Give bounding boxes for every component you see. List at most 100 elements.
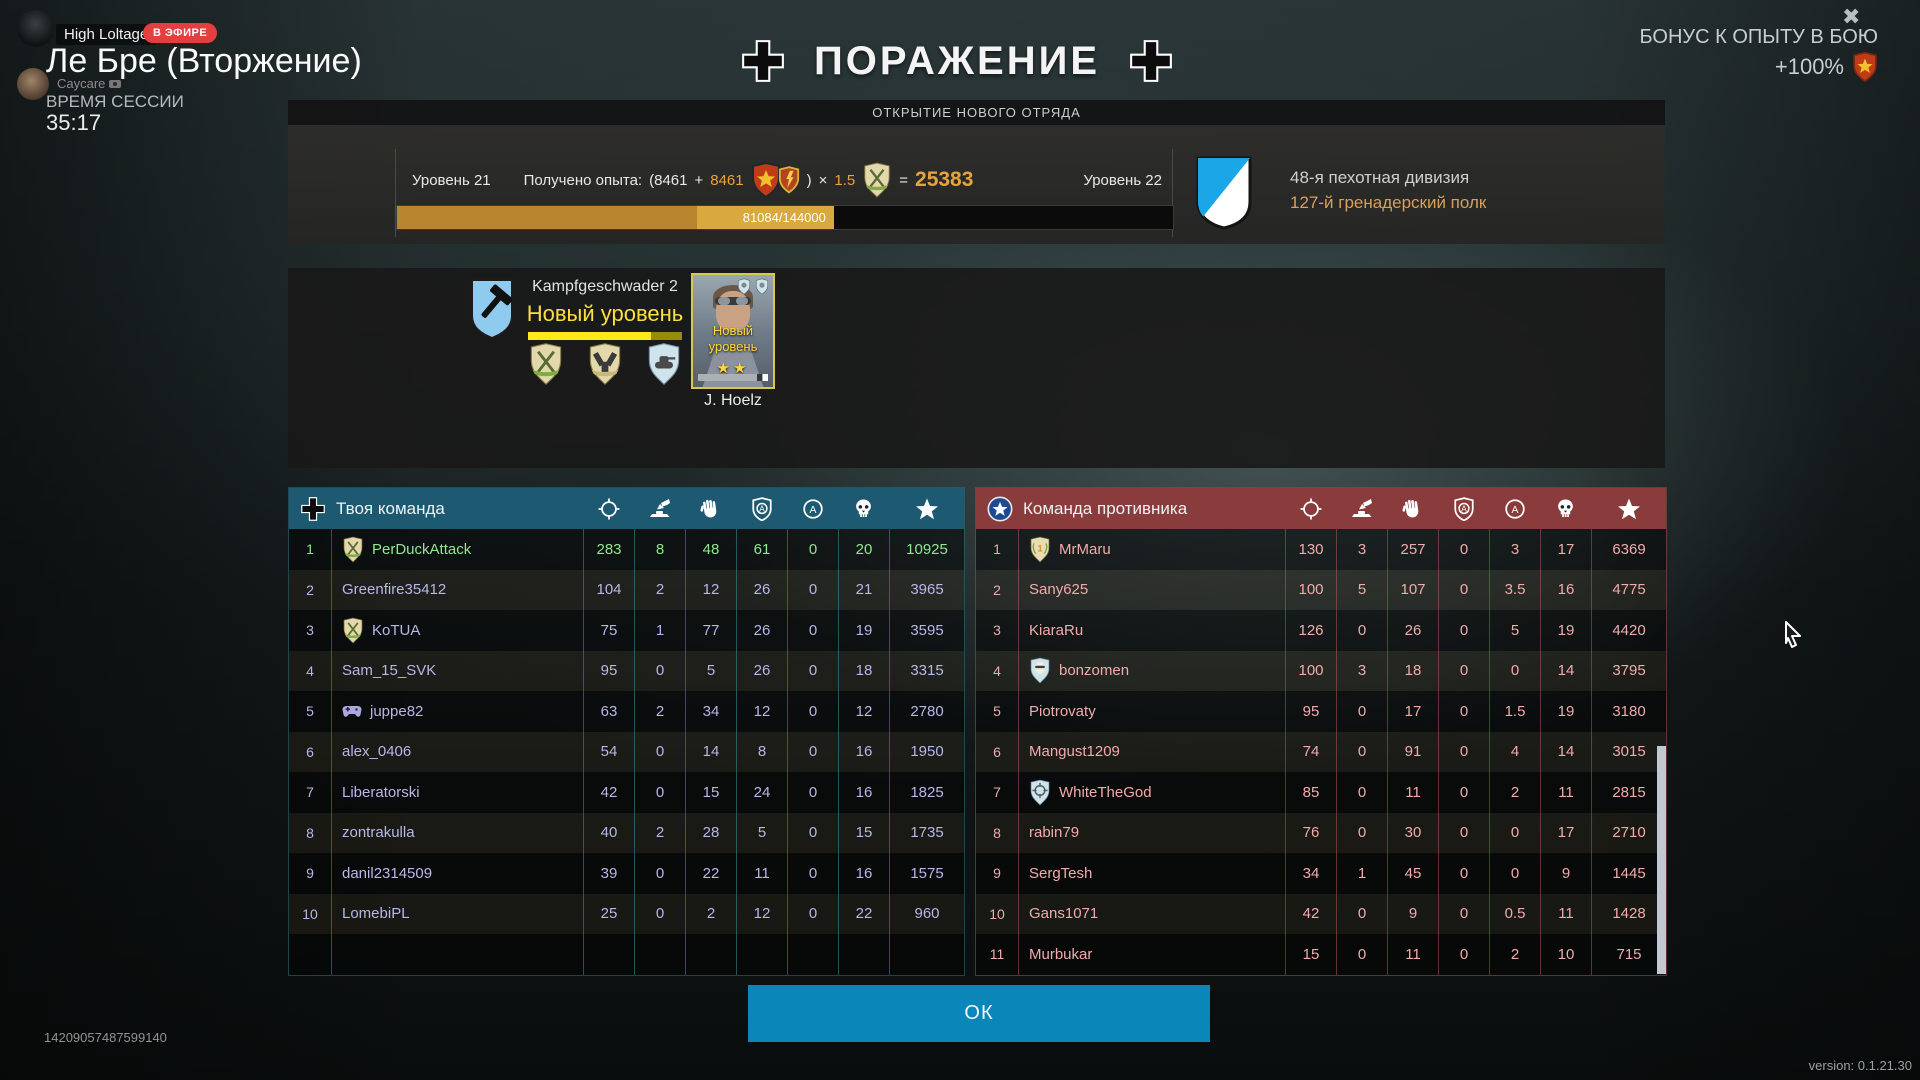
player-name-cell[interactable]	[331, 934, 583, 975]
player-name-cell[interactable]: Liberatorski	[331, 772, 583, 813]
table-row[interactable]: 1 1 MrMaru 130 3 257 0 3 17 6369	[976, 529, 1666, 570]
stat-value: 0	[787, 650, 838, 691]
player-name-cell[interactable]: 1 MrMaru	[1018, 529, 1285, 570]
stat-value: 0	[634, 650, 685, 691]
stat-value: 15	[685, 772, 736, 813]
player-name-cell[interactable]: WhiteTheGod	[1018, 772, 1285, 813]
table-row[interactable]: 5 Piotrovaty 95 0 17 0 1.5 19 3180	[976, 691, 1666, 732]
stat-value: 0	[1438, 569, 1489, 610]
stat-value	[787, 934, 838, 975]
player-name-cell[interactable]: Murbukar	[1018, 934, 1285, 975]
player-name: MrMaru	[1059, 540, 1111, 558]
table-row[interactable]: 3 KoTUA 75 1 77 26 0 19 3595	[289, 610, 964, 651]
svg-text:A: A	[1511, 504, 1518, 515]
table-row[interactable]: 11 Murbukar 15 0 11 0 2 10 715	[976, 934, 1666, 975]
table-row[interactable]: 7 WhiteTheGod 85 0 11 0 2 11 2815	[976, 772, 1666, 813]
level-after: Уровень 22	[1083, 171, 1162, 189]
player-name: bonzomen	[1059, 662, 1130, 680]
table-row[interactable]: 4 Sam_15_SVK 95 0 5 26 0 18 3315	[289, 650, 964, 691]
ok-button[interactable]: ОК	[748, 985, 1210, 1042]
table-row[interactable]: 7 Liberatorski 42 0 15 24 0 16 1825	[289, 772, 964, 813]
stat-value: 17	[1387, 691, 1438, 732]
stat-value: 14	[1540, 731, 1591, 772]
stat-value: 2	[634, 569, 685, 610]
crosshair-icon	[1285, 498, 1336, 520]
capture-zone-icon: A	[1489, 498, 1540, 520]
stat-value: 91	[1387, 731, 1438, 772]
player-name-cell[interactable]: LomebiPL	[331, 893, 583, 934]
stat-value: 0	[1489, 650, 1540, 691]
stat-value: 2	[685, 893, 736, 934]
stat-value: 40	[583, 812, 634, 853]
division-name: 48-я пехотная дивизия	[1290, 168, 1470, 187]
player-name-cell[interactable]: KoTUA	[331, 610, 583, 651]
player-name: zontrakulla	[342, 824, 415, 842]
table-row[interactable]: 5 juppe82 63 2 34 12 0 12 2780	[289, 691, 964, 732]
player-name-cell[interactable]: bonzomen	[1018, 650, 1285, 691]
player-rank: 9	[993, 865, 1001, 882]
player-name-cell[interactable]: PerDuckAttack	[331, 529, 583, 570]
stat-value: 19	[1540, 610, 1591, 651]
table-row[interactable]	[289, 934, 964, 975]
player-name: Piotrovaty	[1029, 702, 1096, 720]
table-row[interactable]: 8 rabin79 76 0 30 0 0 17 2710	[976, 812, 1666, 853]
allied-star-team-icon	[987, 495, 1013, 522]
stat-value	[583, 934, 634, 975]
stat-value: 0	[1336, 731, 1387, 772]
session-id: 14209057487599140	[44, 1030, 167, 1045]
soldier-name: J. Hoelz	[704, 392, 762, 409]
stat-value	[736, 934, 787, 975]
player-name: Greenfire35412	[342, 581, 447, 599]
xp-progress-gained	[697, 206, 834, 229]
player-name-cell[interactable]: Gans1071	[1018, 893, 1285, 934]
table-row[interactable]: 6 Mangust1209 74 0 91 0 4 14 3015	[976, 731, 1666, 772]
player-name-cell[interactable]: Greenfire35412	[331, 569, 583, 610]
player-name-cell[interactable]: alex_0406	[331, 731, 583, 772]
table-row[interactable]: 4 bonzomen 100 3 18 0 0 14 3795	[976, 650, 1666, 691]
stat-value	[634, 934, 685, 975]
player-name-cell[interactable]: Sany625	[1018, 569, 1285, 610]
close-icon[interactable]: ✖	[1842, 4, 1861, 29]
stat-value: 0	[634, 853, 685, 894]
xp-progress-label: 81084/144000	[742, 210, 826, 225]
player-name: Mangust1209	[1029, 743, 1120, 761]
rifles-badge-icon	[530, 343, 562, 386]
table-row[interactable]: 10 LomebiPL 25 0 2 12 0 22 960	[289, 893, 964, 934]
player-name-cell[interactable]: Sam_15_SVK	[331, 650, 583, 691]
table-row[interactable]: 9 danil2314509 39 0 22 11 0 16 1575	[289, 853, 964, 894]
table-row[interactable]: 3 KiaraRu 126 0 26 0 5 19 4420	[976, 610, 1666, 651]
stat-value	[838, 934, 889, 975]
player-name-cell[interactable]: Piotrovaty	[1018, 691, 1285, 732]
table-row[interactable]: 1 PerDuckAttack 283 8 48 61 0 20 10925	[289, 529, 964, 570]
mask-badge-icon	[1029, 657, 1051, 684]
table-row[interactable]: 2 Greenfire35412 104 2 12 26 0 21 3965	[289, 569, 964, 610]
stat-value: 0	[787, 731, 838, 772]
stat-value: 0	[787, 569, 838, 610]
stat-value: 17	[1540, 529, 1591, 570]
enemy-table-scrollbar[interactable]	[1657, 746, 1666, 974]
level-before: Уровень 21	[412, 171, 491, 189]
stat-value	[685, 934, 736, 975]
svg-text:1: 1	[1037, 543, 1043, 554]
player-name-cell[interactable]: danil2314509	[331, 853, 583, 894]
squad-badges	[528, 342, 682, 386]
stat-value: 0	[1336, 893, 1387, 934]
viewer-name: Caycare	[57, 76, 122, 91]
stat-value: 3180	[1591, 691, 1666, 732]
player-name-cell[interactable]: KiaraRu	[1018, 610, 1285, 651]
engine-badge-icon	[589, 343, 621, 386]
soldier-portrait-card[interactable]: Новый уровень ★★	[691, 273, 775, 389]
table-row[interactable]: 10 Gans1071 42 0 9 0 0.5 11 1428	[976, 893, 1666, 934]
table-row[interactable]: 6 alex_0406 54 0 14 8 0 16 1950	[289, 731, 964, 772]
table-row[interactable]: 9 SergTesh 34 1 45 0 0 9 1445	[976, 853, 1666, 894]
table-row[interactable]: 2 Sany625 100 5 107 0 3.5 16 4775	[976, 569, 1666, 610]
table-row[interactable]: 8 zontrakulla 40 2 28 5 0 15 1735	[289, 812, 964, 853]
player-name-cell[interactable]: juppe82	[331, 691, 583, 732]
player-name-cell[interactable]: SergTesh	[1018, 853, 1285, 894]
stat-value: 26	[736, 650, 787, 691]
regiment-name[interactable]: 127-й гренадерский полк	[1290, 193, 1487, 212]
player-name-cell[interactable]: rabin79	[1018, 812, 1285, 853]
player-name-cell[interactable]: Mangust1209	[1018, 731, 1285, 772]
player-name-cell[interactable]: zontrakulla	[331, 812, 583, 853]
